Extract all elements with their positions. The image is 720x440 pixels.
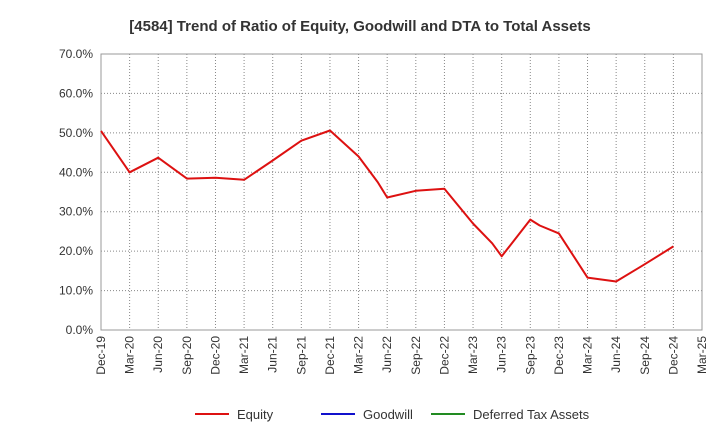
x-tick-label: Mar-20	[123, 336, 137, 374]
x-tick-label: Dec-21	[323, 336, 337, 375]
x-tick-label: Mar-24	[581, 336, 595, 374]
x-tick-label: Sep-23	[523, 336, 537, 375]
x-tick-label: Dec-19	[94, 336, 108, 375]
x-tick-label: Jun-20	[151, 336, 165, 373]
legend: Equity Goodwill Deferred Tax Assets	[195, 407, 590, 422]
x-tick-label: Mar-22	[352, 336, 366, 374]
x-tick-label: Dec-24	[666, 336, 680, 375]
legend-label-equity: Equity	[237, 407, 274, 422]
legend-label-goodwill: Goodwill	[363, 407, 413, 422]
x-axis: Dec-19 Mar-20 Jun-20 Sep-20 Dec-20 Mar-21 Jun-…	[94, 336, 709, 375]
x-tick-label: Mar-23	[466, 336, 480, 374]
x-tick-label: Dec-23	[552, 336, 566, 375]
x-tick-label: Jun-21	[266, 336, 280, 373]
y-axis: 0.0% 10.0% 20.0% 30.0% 40.0% 50.0% 60.0% 70.0%	[59, 47, 93, 337]
x-tick-label: Sep-24	[638, 336, 652, 375]
y-tick-label: 40.0%	[59, 165, 93, 179]
chart-title: [4584] Trend of Ratio of Equity, Goodwil…	[129, 18, 590, 35]
legend-label-deferred-tax-assets: Deferred Tax Assets	[473, 407, 590, 422]
y-tick-label: 30.0%	[59, 205, 93, 219]
series-line-equity	[100, 129, 674, 283]
x-tick-label: Jun-23	[495, 336, 509, 373]
y-tick-label: 10.0%	[59, 284, 93, 298]
x-tick-label: Jun-22	[380, 336, 394, 373]
plot-frame	[100, 53, 703, 331]
grid	[101, 53, 702, 330]
x-tick-label: Dec-22	[437, 336, 451, 375]
y-tick-label: 50.0%	[59, 126, 93, 140]
x-tick-label: Sep-21	[294, 336, 308, 375]
x-tick-label: Dec-20	[208, 336, 222, 375]
x-tick-label: Sep-22	[409, 336, 423, 375]
x-tick-label: Jun-24	[609, 336, 623, 373]
y-tick-label: 0.0%	[66, 323, 94, 337]
y-tick-label: 70.0%	[59, 47, 93, 61]
x-tick-label: Mar-25	[695, 336, 709, 374]
x-tick-label: Sep-20	[180, 336, 194, 375]
series-lines	[100, 129, 674, 283]
y-tick-label: 20.0%	[59, 244, 93, 258]
y-tick-label: 60.0%	[59, 86, 93, 100]
x-tick-label: Mar-21	[237, 336, 251, 374]
